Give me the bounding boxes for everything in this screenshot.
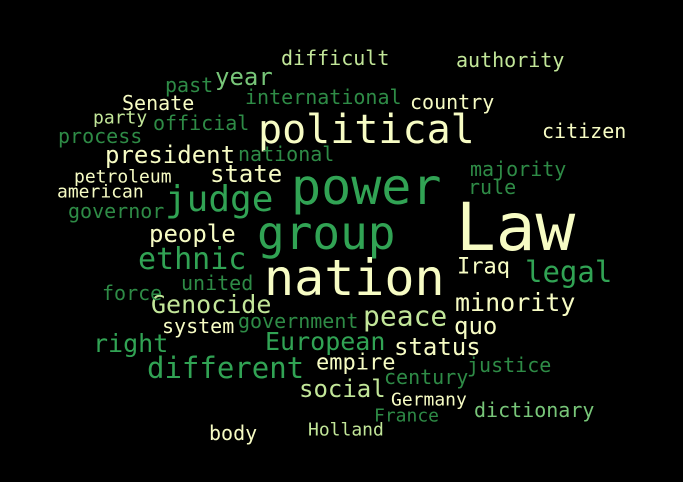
word-majority: majority bbox=[470, 157, 567, 181]
word-country: country bbox=[410, 90, 495, 114]
word-past: past bbox=[165, 73, 214, 97]
word-different: different bbox=[147, 350, 305, 385]
word-law: Law bbox=[456, 189, 576, 267]
word-national: national bbox=[238, 142, 335, 166]
word-century: century bbox=[384, 365, 469, 389]
word-petroleum: petroleum bbox=[74, 166, 172, 188]
word-american: american bbox=[57, 181, 144, 203]
word-united: united bbox=[181, 271, 254, 295]
word-body: body bbox=[209, 421, 258, 445]
word-process: process bbox=[58, 124, 143, 148]
word-senate: Senate bbox=[122, 91, 195, 115]
word-government: government bbox=[238, 309, 359, 333]
word-state: state bbox=[210, 159, 283, 188]
word-holland: Holland bbox=[308, 419, 384, 441]
word-iraq: Iraq bbox=[457, 254, 510, 280]
word-empire: empire bbox=[316, 350, 396, 376]
word-power: power bbox=[291, 158, 442, 216]
word-governor: governor bbox=[68, 199, 165, 223]
word-germany: Germany bbox=[391, 389, 467, 411]
word-genocide: Genocide bbox=[151, 290, 272, 319]
word-right: right bbox=[93, 329, 169, 358]
word-people: people bbox=[149, 219, 236, 248]
word-status: status bbox=[394, 332, 481, 361]
word-judge: judge bbox=[165, 179, 274, 221]
word-nation: nation bbox=[264, 249, 445, 307]
word-official: official bbox=[153, 111, 250, 135]
word-legal: legal bbox=[525, 254, 613, 289]
word-year: year bbox=[215, 62, 273, 91]
word-european: European bbox=[265, 327, 386, 356]
word-group: group bbox=[257, 206, 396, 261]
word-rule: rule bbox=[468, 175, 517, 199]
word-citizen: citizen bbox=[542, 119, 627, 143]
word-authority: authority bbox=[456, 48, 565, 72]
word-ethnic: ethnic bbox=[138, 242, 247, 277]
word-quo: quo bbox=[454, 311, 498, 340]
word-justice: justice bbox=[467, 353, 552, 377]
word-social: social bbox=[299, 374, 386, 403]
word-dictionary: dictionary bbox=[474, 398, 595, 422]
word-political: political bbox=[258, 107, 475, 153]
word-force: force bbox=[102, 281, 163, 305]
word-international: international bbox=[245, 85, 402, 109]
word-system: system bbox=[162, 314, 235, 338]
word-peace: peace bbox=[363, 299, 448, 333]
word-difficult: difficult bbox=[281, 46, 390, 70]
word-france: France bbox=[374, 405, 440, 427]
word-minority: minority bbox=[455, 288, 576, 317]
word-party: party bbox=[93, 107, 148, 129]
word-president: president bbox=[105, 140, 236, 169]
